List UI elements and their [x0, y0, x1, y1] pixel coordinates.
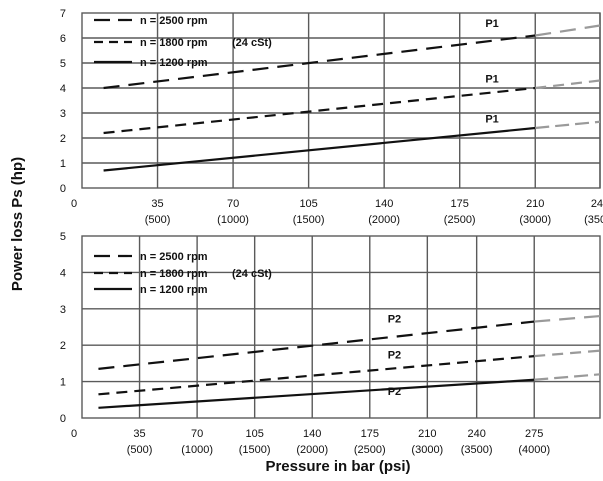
x-tick-label: 0 — [71, 198, 77, 210]
x-tick-label: 175 — [451, 198, 469, 210]
y-tick-label: 3 — [60, 108, 66, 120]
y-tick-label: 6 — [60, 33, 66, 45]
x-tick-label: 140 — [303, 428, 321, 440]
series-line — [98, 320, 535, 370]
x-tick-psi-label: (1500) — [293, 214, 325, 226]
y-tick-label: 1 — [60, 377, 66, 389]
x-tick-psi-label: (3000) — [519, 214, 551, 226]
x-tick-psi-label: (1500) — [239, 444, 271, 456]
x-tick-label: 240 — [591, 198, 603, 210]
series-line — [98, 355, 535, 396]
x-tick-psi-label: (2000) — [296, 444, 328, 456]
y-tick-label: 7 — [60, 8, 66, 20]
series-line — [98, 378, 535, 409]
x-tick-label: 70 — [227, 198, 239, 210]
x-axis-title: Pressure in bar (psi) — [265, 458, 410, 475]
y-tick-label: 2 — [60, 340, 66, 352]
series-extension — [535, 120, 601, 130]
legend-label: n = 1800 rpm — [140, 37, 208, 49]
x-tick-psi-label: (2000) — [368, 214, 400, 226]
x-tick-label: 70 — [191, 428, 203, 440]
y-tick-label: 0 — [60, 183, 66, 195]
x-tick-label: 210 — [526, 198, 544, 210]
series-point-label: P1 — [485, 74, 498, 86]
x-tick-psi-label: (500) — [145, 214, 171, 226]
legend-label: n = 1200 rpm — [140, 57, 208, 69]
y-tick-label: 4 — [60, 267, 66, 279]
x-tick-psi-label: (3500) — [584, 214, 603, 226]
y-tick-label: 0 — [60, 413, 66, 425]
y-tick-label: 1 — [60, 158, 66, 170]
series-line — [103, 86, 536, 135]
x-tick-psi-label: (2500) — [354, 444, 386, 456]
plot-frame — [81, 235, 601, 419]
chart-top: 0123456703570105140175210240(500)(1000)(… — [60, 8, 603, 226]
x-tick-label: 105 — [245, 428, 263, 440]
series-point-label: P2 — [388, 314, 401, 326]
series-point-label: P1 — [485, 113, 498, 125]
legend-note: (24 cSt) — [232, 268, 272, 280]
series-extension — [534, 314, 601, 323]
x-tick-psi-label: (500) — [127, 444, 153, 456]
legend-label: n = 2500 rpm — [140, 15, 208, 27]
y-tick-label: 4 — [60, 83, 66, 95]
y-tick-label: 3 — [60, 304, 66, 316]
series-extension — [535, 79, 601, 90]
x-tick-psi-label: (1000) — [217, 214, 249, 226]
x-tick-label: 140 — [375, 198, 393, 210]
x-tick-label: 0 — [71, 428, 77, 440]
x-tick-psi-label: (1000) — [181, 444, 213, 456]
y-axis-title: Power loss Ps (hp) — [9, 157, 26, 291]
x-tick-label: 210 — [418, 428, 436, 440]
x-tick-label: 35 — [133, 428, 145, 440]
x-tick-psi-label: (3000) — [411, 444, 443, 456]
legend-label: n = 1200 rpm — [140, 284, 208, 296]
series-point-label: P2 — [388, 349, 401, 361]
series-line — [103, 126, 536, 172]
x-tick-psi-label: (3500) — [461, 444, 493, 456]
legend-label: n = 2500 rpm — [140, 251, 208, 263]
series-extension — [534, 373, 601, 381]
x-tick-label: 175 — [361, 428, 379, 440]
x-tick-psi-label: (4000) — [518, 444, 550, 456]
series-point-label: P2 — [388, 386, 401, 398]
series-extension — [534, 349, 601, 358]
x-tick-label: 240 — [467, 428, 485, 440]
legend-note: (24 cSt) — [232, 37, 272, 49]
x-tick-psi-label: (2500) — [444, 214, 476, 226]
series-point-label: P1 — [485, 18, 498, 30]
series-line — [103, 34, 536, 90]
x-tick-label: 275 — [525, 428, 543, 440]
y-tick-label: 5 — [60, 231, 66, 243]
legend-label: n = 1800 rpm — [140, 268, 208, 280]
y-tick-label: 2 — [60, 133, 66, 145]
chart-bottom: 0 1 2 3 4 5 0 35 70 105 140 175 210 240 275 (500) (1000)… — [60, 231, 601, 456]
x-tick-label: 105 — [299, 198, 317, 210]
series-extension — [535, 24, 601, 37]
y-tick-label: 5 — [60, 58, 66, 70]
x-tick-label: 35 — [151, 198, 163, 210]
